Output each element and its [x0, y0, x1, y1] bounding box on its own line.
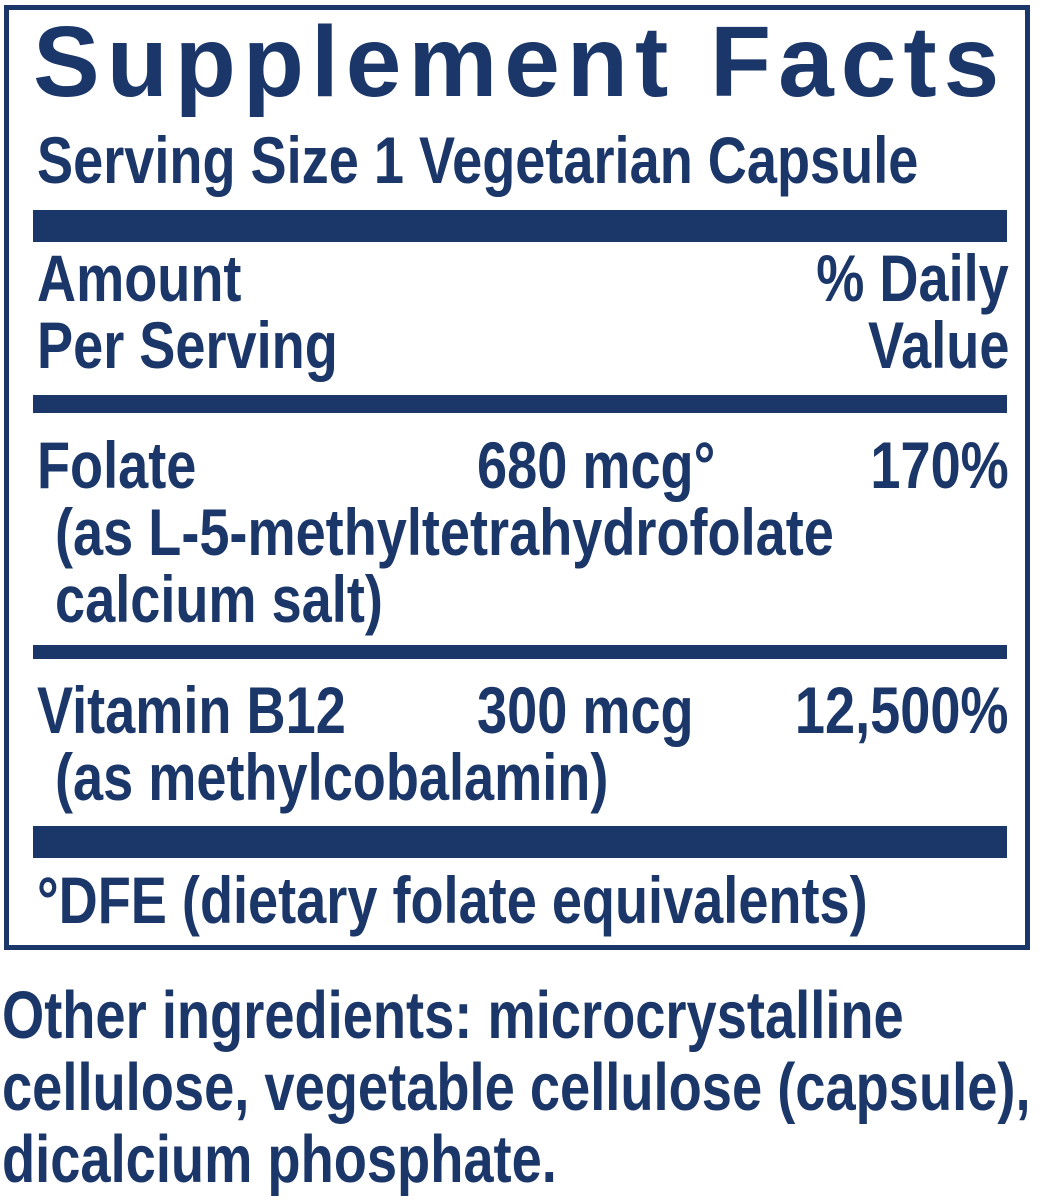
serving-size-text: Serving Size 1 Vegetarian Capsule — [37, 123, 919, 197]
vitamin-b12-main-line: Vitamin B12 300 mcg 12,500% — [37, 677, 1009, 744]
daily-value-header: % Daily Value — [774, 245, 1009, 379]
nutrient-detail-text: (as L-5-methyltetrahydrofolate — [55, 495, 834, 569]
other-ingredients: Other ingredients: microcrystalline cell… — [2, 980, 1040, 1196]
nutrient-row-folate: Folate 680 mcg° 170% (as L-5-methyltetra… — [37, 432, 1009, 633]
nutrient-amount: 300 mcg — [477, 673, 694, 747]
nutrient-daily-value: 12,500% — [795, 673, 1009, 747]
dfe-footnote: °DFE (dietary folate equivalents) — [37, 867, 1040, 934]
supplement-facts-title: Supplement Facts — [33, 6, 1007, 118]
amount-header-line1: Amount — [37, 241, 242, 315]
other-ingredients-text: Other ingredients: microcrystalline — [2, 978, 904, 1053]
serving-size: Serving Size 1 Vegetarian Capsule — [37, 127, 1040, 194]
vitamin-b12-detail-line1: (as methylcobalamin) — [37, 744, 1009, 811]
dfe-footnote-text: °DFE (dietary folate equivalents) — [37, 863, 868, 937]
other-ingredients-text: cellulose, vegetable cellulose (capsule)… — [2, 1050, 1031, 1125]
amount-header-line2: Per Serving — [37, 308, 338, 382]
nutrient-amount: 680 mcg° — [477, 428, 716, 502]
amount-per-serving-header: Amount Per Serving — [37, 245, 404, 379]
other-ingredients-line3: dicalcium phosphate. — [2, 1124, 1040, 1196]
other-ingredients-line1: Other ingredients: microcrystalline — [2, 980, 1040, 1052]
nutrient-row-vitamin-b12: Vitamin B12 300 mcg 12,500% (as methylco… — [37, 677, 1009, 811]
thick-divider-bar-bottom — [33, 826, 1007, 858]
other-ingredients-text: dicalcium phosphate. — [2, 1122, 557, 1197]
nutrient-name: Vitamin B12 — [37, 673, 346, 747]
daily-value-header-line2: Value — [867, 308, 1009, 382]
other-ingredients-line2: cellulose, vegetable cellulose (capsule)… — [2, 1052, 1040, 1124]
folate-main-line: Folate 680 mcg° 170% — [37, 432, 1009, 499]
folate-detail-line2: calcium salt) — [37, 566, 1009, 633]
thick-divider-bar-top — [33, 210, 1007, 242]
nutrient-detail-text: calcium salt) — [55, 562, 383, 636]
nutrient-name: Folate — [37, 428, 197, 502]
supplement-facts-panel: Supplement Facts Serving Size 1 Vegetari… — [4, 5, 1030, 950]
thin-divider-line-nutrients — [33, 645, 1007, 659]
thin-divider-bar-header — [33, 395, 1007, 413]
nutrient-detail-text: (as methylcobalamin) — [55, 740, 609, 814]
daily-value-header-line1: % Daily — [816, 241, 1009, 315]
folate-detail-line1: (as L-5-methyltetrahydrofolate — [37, 499, 1009, 566]
nutrient-daily-value: 170% — [870, 428, 1009, 502]
